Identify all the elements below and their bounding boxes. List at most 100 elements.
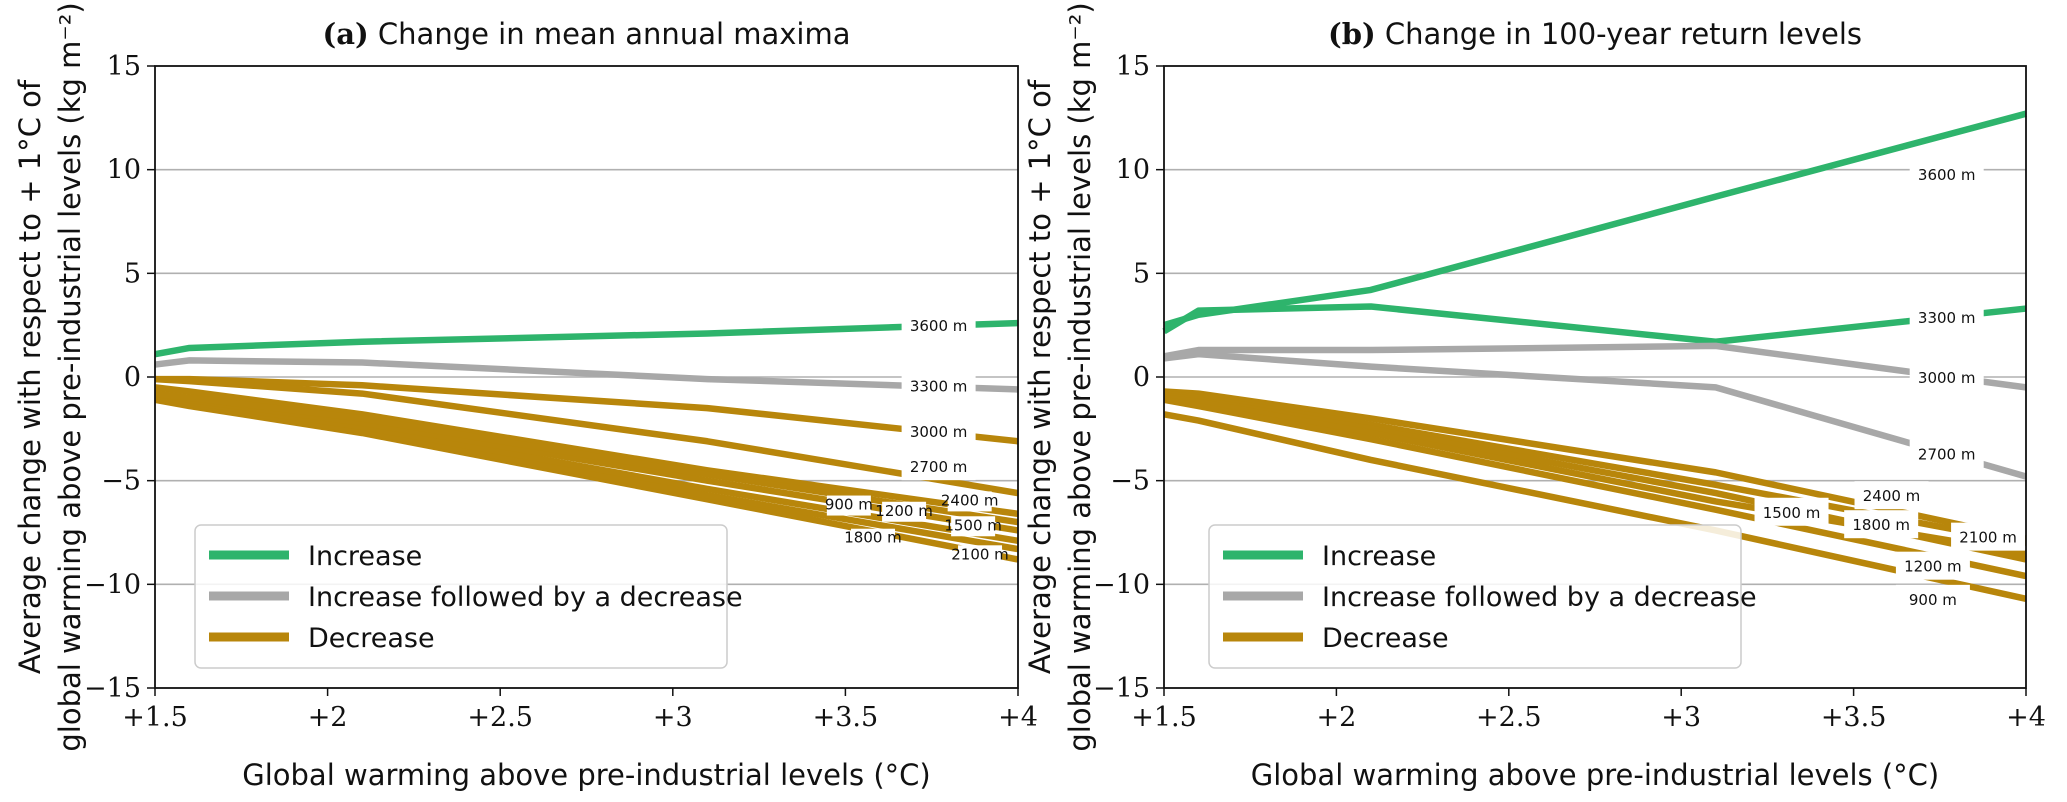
plot-frame [154, 65, 1019, 689]
panel-b: −15 −10 −5 0 5 10 15 +1.5 +2 +2.5 +3 +3.5 +4 3600 m 33… [1023, 2, 2046, 792]
panel-letter: (a) [322, 17, 368, 51]
line-label: 1200 m [875, 502, 933, 520]
y-tick-label: −5 [101, 466, 141, 497]
y-axis-label: global warming above pre-industrial leve… [53, 2, 87, 751]
line-label: 1800 m [844, 529, 902, 547]
line-label-bg [851, 528, 896, 549]
legend-label: Increase followed by a decrease [1322, 582, 1757, 613]
title-text: Change in 100-year return levels [1376, 17, 1862, 51]
line-label-bg [947, 491, 992, 512]
chart-title: (a) Change in mean annual maxima [322, 17, 850, 51]
legend-label: Increase [308, 541, 422, 572]
chart-title: (b) Change in 100-year return levels [1328, 17, 1862, 51]
legend-box [194, 524, 728, 669]
series-line-1200m [1163, 396, 2027, 580]
legend-label: Increase followed by a decrease [308, 582, 743, 613]
line-label: 1500 m [944, 516, 1002, 534]
x-tick-label: +3.5 [813, 702, 879, 733]
panel-letter: (b) [1328, 17, 1376, 51]
line-label: 3600 m [1918, 166, 1976, 184]
series-line-900m [1163, 411, 2027, 603]
series-line-2700m [1163, 350, 2027, 480]
x-tick-label: +2 [308, 702, 348, 733]
y-tick-label: 15 [107, 51, 141, 82]
line-label-bg [1844, 510, 1919, 539]
legend: Increase Increase followed by a decrease D… [1208, 524, 1757, 669]
line-label-bg [958, 545, 1003, 566]
line-label: 900 m [825, 496, 873, 514]
line-label-bg [1895, 551, 1970, 580]
x-tick-label: +2.5 [1476, 702, 1542, 733]
plot-frame [1163, 65, 2027, 689]
line-label-bg [1854, 481, 1929, 510]
y-tick-label: −10 [84, 569, 141, 600]
x-tick-label: +4 [998, 702, 1038, 733]
line-label-bg [901, 452, 976, 481]
y-tick-label: −10 [1093, 569, 1150, 600]
y-tick-label: 10 [107, 155, 141, 186]
series-line-3300m [154, 357, 1019, 393]
line-label: 3300 m [1918, 309, 1976, 327]
line-label: 2700 m [910, 458, 968, 476]
series-line-3600m [1163, 110, 2027, 329]
x-tick-label: +2.5 [467, 702, 533, 733]
x-tick-label: +4 [2006, 702, 2046, 733]
line-label: 900 m [1909, 591, 1957, 609]
legend-label: Decrease [1322, 623, 1449, 654]
line-label: 2700 m [1918, 446, 1976, 464]
line-label-bg [826, 495, 871, 516]
series-line-2400m [1163, 388, 2027, 542]
panel-a: −15 −10 −5 0 5 10 15 +1.5 +2 +2.5 +3 +3.5 +4 3600 m 33… [13, 2, 1038, 792]
line-label: 3000 m [910, 423, 968, 441]
series-line-3300m [1162, 303, 2027, 346]
line-label: 1200 m [1904, 558, 1962, 576]
line-label: 2400 m [1863, 487, 1921, 505]
series-line-900m [154, 390, 1019, 526]
y-tick-label: 0 [124, 362, 141, 393]
line-label: 1500 m [1763, 504, 1821, 522]
x-tick-label: +3.5 [1821, 702, 1887, 733]
legend-label: Decrease [308, 623, 435, 654]
y-tick-label: −5 [1110, 466, 1150, 497]
x-tick-label: +3 [653, 702, 693, 733]
line-label-bg [882, 501, 927, 522]
line-label: 3300 m [910, 377, 968, 395]
series-line-3600m [154, 319, 1019, 358]
y-axis-label: global warming above pre-industrial leve… [1063, 2, 1097, 751]
x-tick-label: +1.5 [122, 702, 188, 733]
y-tick-label: 10 [1116, 155, 1150, 186]
line-label: 2100 m [1959, 529, 2017, 547]
series-line-2700m [154, 375, 1019, 497]
y-tick-label: −15 [1093, 673, 1150, 704]
x-axis-label: Global warming above pre-industrial leve… [1251, 758, 1939, 792]
line-label-bg [1951, 522, 2026, 551]
line-label-bg [1895, 584, 1970, 613]
line-label-bg [901, 371, 976, 400]
legend: Increase Increase followed by a decrease D… [194, 524, 743, 669]
x-tick-label: +3 [1661, 702, 1701, 733]
y-tick-label: 5 [1133, 258, 1150, 289]
y-axis-label: Average change with respect to + 1°C of [1023, 79, 1057, 674]
line-label: 3000 m [1918, 369, 1976, 387]
y-tick-label: 5 [124, 258, 141, 289]
line-label-bg [901, 416, 976, 445]
line-label-bg [951, 516, 996, 537]
title-text: Change in mean annual maxima [369, 17, 851, 51]
line-label: 2400 m [941, 491, 999, 509]
line-label: 3600 m [910, 317, 968, 335]
y-tick-label: 15 [1116, 51, 1150, 82]
x-axis-label: Global warming above pre-industrial leve… [242, 758, 930, 792]
legend-label: Increase [1322, 541, 1436, 572]
line-label-bg [1909, 159, 1984, 188]
y-axis-label: Average change with respect to + 1°C of [13, 79, 47, 674]
legend-box [1208, 524, 1742, 669]
line-label-bg [1909, 302, 1984, 331]
line-label: 1800 m [1852, 516, 1910, 534]
series-line-2400m [154, 384, 1019, 518]
y-tick-label: −15 [84, 673, 141, 704]
line-label-bg [1909, 363, 1984, 391]
x-tick-label: +2 [1316, 702, 1356, 733]
line-label-bg [1754, 497, 1829, 526]
line-label-bg [1909, 439, 1984, 468]
